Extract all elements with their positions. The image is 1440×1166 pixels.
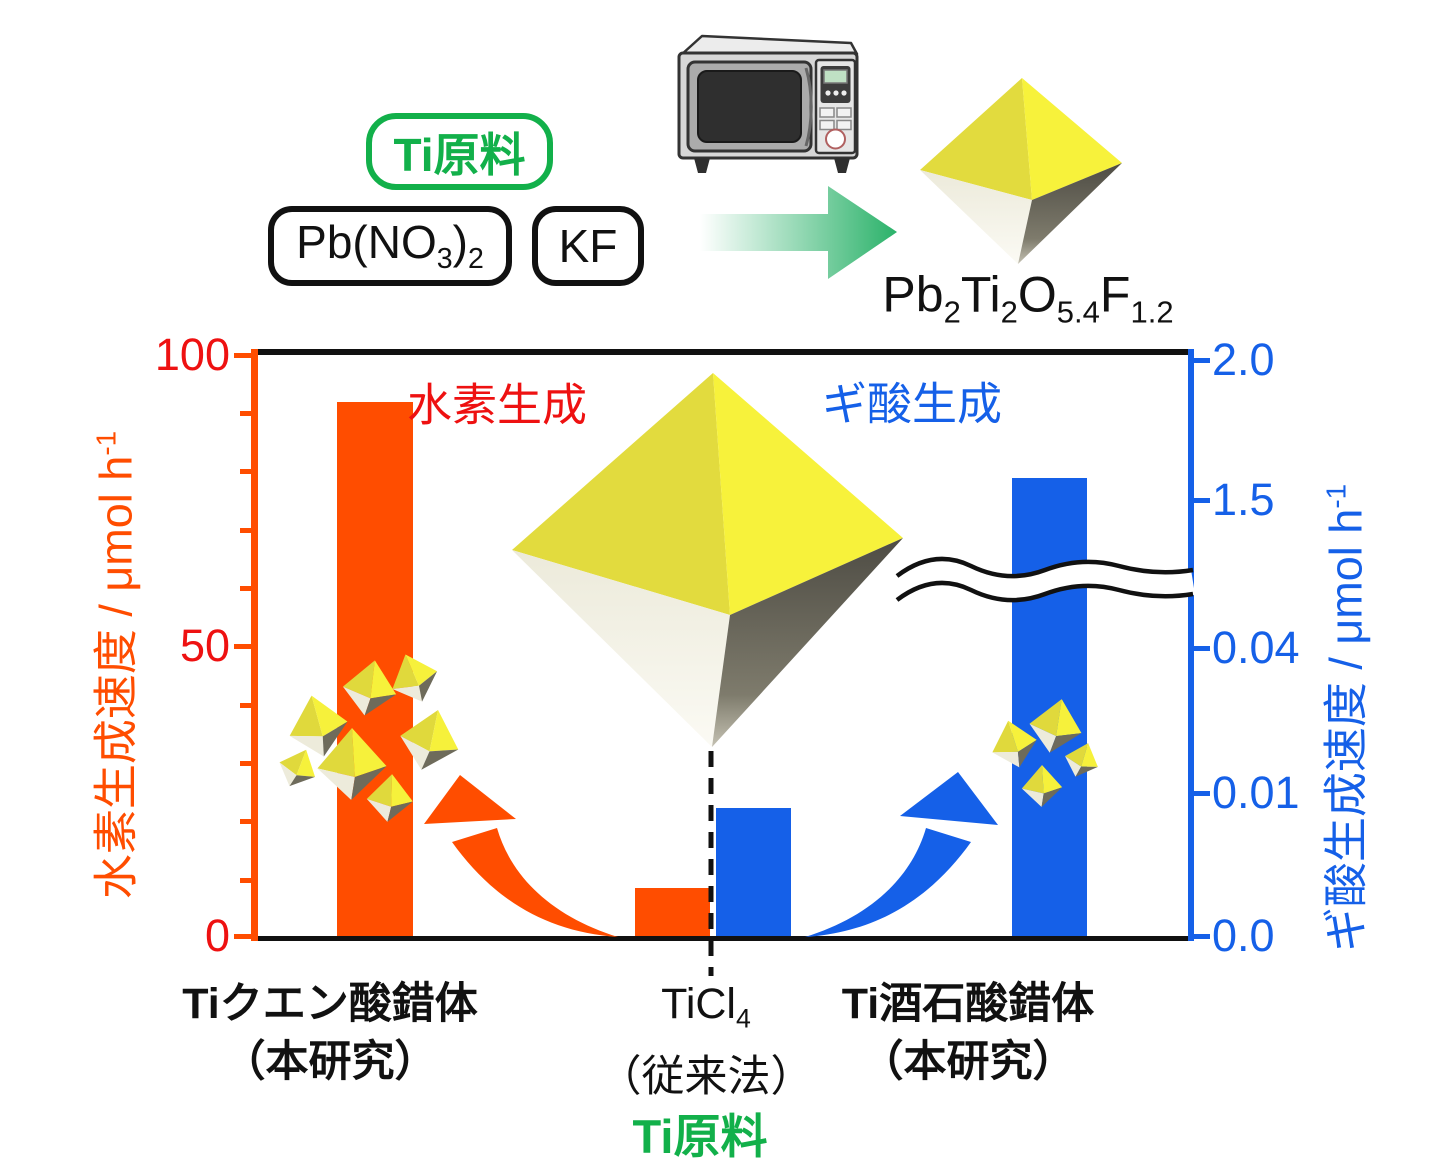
category-name: Tiクエン酸錯体 — [182, 980, 478, 1028]
product-octahedron-icon — [920, 78, 1122, 264]
reagent-box-lead-nitrate: Pb(NO3)2 — [268, 206, 512, 286]
right-tick-label-2.0: 2.0 — [1212, 334, 1275, 385]
right-tick-label-0.0: 0.0 — [1212, 910, 1275, 961]
ti-source-label: Ti原料 — [393, 128, 526, 181]
product-formula: Pb2Ti2O5.4F1.2 — [882, 266, 1174, 330]
reagent-kf-formula: KF — [558, 220, 618, 272]
left-minor-tick — [240, 528, 252, 533]
blue-curved-arrow-icon — [805, 772, 998, 937]
left-major-tick-100 — [234, 353, 252, 358]
left-minor-tick — [240, 878, 252, 883]
right-axis-title: ギ酸生成速度 / μmol h-1 — [1320, 483, 1372, 953]
bar-hydrogen-ti-citrate — [337, 402, 413, 938]
right-tick-0.0 — [1192, 934, 1210, 939]
left-tick-label-100: 100 — [154, 329, 230, 380]
left-major-tick-0 — [234, 934, 252, 939]
left-minor-tick — [240, 469, 252, 474]
left-minor-tick — [240, 761, 252, 766]
series-label-formate: ギ酸生成 — [821, 378, 1003, 430]
reagent-box-kf: KF — [532, 206, 644, 286]
right-tick-label-0.01: 0.01 — [1212, 767, 1300, 818]
category-name: Ti酒石酸錯体 — [841, 980, 1095, 1028]
microwave-icon — [677, 34, 859, 173]
category-ti-tartrate: Ti酒石酸錯体 （本研究） — [842, 975, 1094, 1091]
left-major-tick-50 — [234, 644, 252, 649]
category-note: （本研究） — [222, 1038, 438, 1086]
left-axis-title: 水素生成速度 / μmol h-1 — [90, 430, 142, 900]
left-minor-tick — [240, 819, 252, 824]
reagent-lead-nitrate-formula: Pb(NO3)2 — [296, 216, 484, 276]
reaction-arrow-icon — [700, 186, 897, 279]
category-note: （本研究） — [860, 1038, 1076, 1086]
right-tick-label-0.04: 0.04 — [1212, 622, 1300, 673]
left-tick-label-50: 50 — [179, 620, 230, 671]
right-tick-0.04 — [1192, 646, 1210, 651]
right-tick-1.5 — [1192, 498, 1210, 503]
right-tick-0.01 — [1192, 791, 1210, 796]
plot-bottom-border-x-axis — [251, 936, 1194, 941]
right-tick-2.0 — [1192, 358, 1210, 363]
right-y-axis-line — [1188, 349, 1194, 941]
category-note: （従来法） — [598, 1052, 814, 1101]
bar-formate-ti-tartrate — [1012, 478, 1087, 938]
left-tick-label-0: 0 — [204, 910, 230, 961]
category-name: TiCl4 — [661, 980, 751, 1034]
orange-curved-arrow-icon — [424, 775, 618, 937]
series-label-hydrogen: 水素生成 — [406, 379, 588, 431]
bar-hydrogen-ticl4 — [635, 888, 710, 938]
left-y-axis-line — [251, 349, 258, 941]
category-ti-citrate: Tiクエン酸錯体 （本研究） — [182, 975, 477, 1091]
category-ticl4: TiCl4 （従来法） — [599, 975, 814, 1106]
ti-source-box: Ti原料 — [366, 113, 553, 190]
left-minor-tick — [240, 586, 252, 591]
plot-top-border — [251, 349, 1194, 355]
x-axis-title: Ti原料 — [632, 1110, 768, 1163]
left-minor-tick — [240, 411, 252, 416]
right-tick-label-1.5: 1.5 — [1212, 474, 1275, 525]
left-minor-tick — [240, 703, 252, 708]
bar-formate-ticl4 — [716, 808, 791, 938]
